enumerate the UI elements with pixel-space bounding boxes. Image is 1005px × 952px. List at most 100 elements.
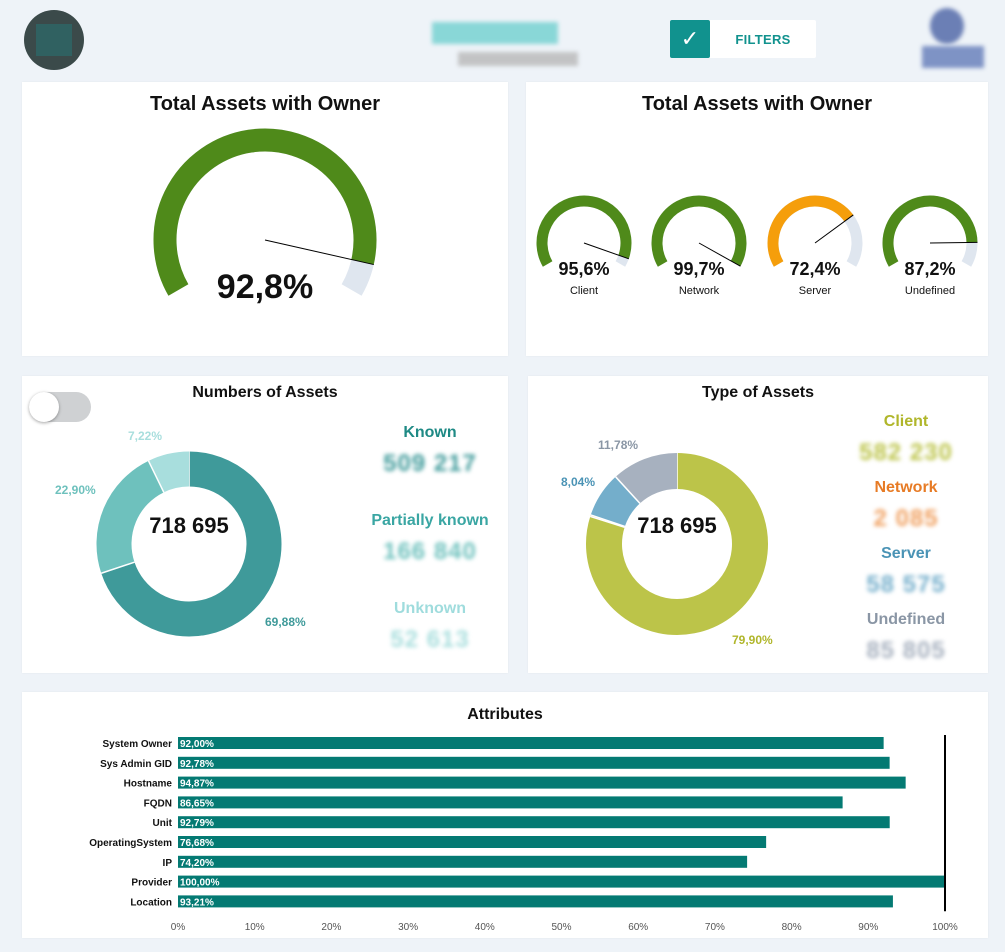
attr-value-fqdn: 86,65%: [180, 798, 214, 809]
type-donut-slice-separator: [615, 476, 641, 504]
attr-label-provider: Provider: [131, 878, 172, 889]
attr-value-sys-admin-gid: 92,78%: [180, 759, 214, 770]
gauge-undefined-needle: [929, 241, 978, 244]
type-pct-undefined: 11,78%: [598, 438, 638, 452]
attr-x-tick: 50%: [551, 922, 571, 933]
attr-label-ip: IP: [163, 858, 173, 869]
type-donut-slice-separator: [590, 515, 625, 529]
gauge-server-fill: [767, 195, 854, 267]
attr-bar-operatingsystem[interactable]: [178, 836, 767, 848]
numbers-donut-slice-separator: [147, 460, 165, 493]
attr-bar-ip[interactable]: [178, 855, 748, 868]
toggle-knob[interactable]: [29, 392, 59, 422]
segment-gauges: [536, 195, 978, 267]
attr-label-hostname: Hostname: [124, 779, 173, 790]
type-legend-server-value: 58 575: [866, 571, 946, 598]
attr-bar-fqdn[interactable]: [178, 796, 843, 809]
numbers-pct-unknown: 7,22%: [128, 429, 162, 443]
segment-gauges-title: Total Assets with Owner: [641, 93, 873, 115]
attr-x-tick: 100%: [932, 922, 958, 933]
attr-label-fqdn: FQDN: [144, 798, 172, 809]
numbers-of-assets-panel: Numbers of Assets 69,88% 22,90% 7,22% 718 …: [22, 376, 508, 673]
main-gauge-fill: [153, 128, 377, 296]
attr-x-tick: 20%: [321, 922, 341, 933]
gauge-undefined-label: Undefined: [904, 285, 956, 297]
filters-button[interactable]: ✓ FILTERS: [670, 20, 816, 58]
attr-value-hostname: 94,87%: [180, 779, 214, 790]
attr-x-tick: 30%: [398, 922, 418, 933]
type-donut-slice-client[interactable]: [586, 453, 768, 635]
view-toggle[interactable]: [29, 392, 91, 422]
attr-value-operatingsystem: 76,68%: [180, 838, 214, 849]
main-gauge-title: Total Assets with Owner: [149, 93, 381, 115]
numbers-donut-slice-unknown[interactable]: [148, 451, 190, 493]
gauge-undefined-value: 87,2%: [904, 259, 956, 279]
numbers-donut-slice-known[interactable]: [101, 451, 282, 637]
attr-bar-hostname[interactable]: [178, 776, 906, 789]
type-of-assets-panel: Type of Assets 79,90% 8,04% 11,78% 718 695…: [528, 376, 988, 673]
type-pct-server: 8,04%: [561, 475, 595, 489]
numbers-legend-known-value: 509 217: [383, 450, 477, 477]
numbers-pct-partially-known: 22,90%: [55, 483, 96, 497]
type-legend-undefined-value: 85 805: [866, 637, 946, 664]
checkmark-icon: ✓: [670, 20, 710, 58]
type-legend-undefined: Undefined: [866, 611, 946, 628]
attributes-bar-chart: System Owner 92,00% Sys Admin GID 92,78% Hos…: [89, 735, 958, 933]
attr-value-unit: 92,79%: [180, 818, 214, 829]
numbers-legend-partially-known: Partially known: [371, 512, 489, 529]
gauge-client-label: Client: [569, 285, 599, 297]
filters-label: FILTERS: [735, 31, 791, 47]
numbers-legend-unknown-value: 52 613: [390, 626, 470, 653]
attr-x-tick: 70%: [705, 922, 725, 933]
company-logo: [24, 10, 84, 70]
type-legend-network: Network: [874, 479, 938, 496]
attr-bar-system-owner[interactable]: [178, 737, 884, 749]
attr-label-sys-admin-gid: Sys Admin GID: [100, 759, 172, 770]
attributes-panel: Attributes System Owner 92,00% Sys Admin G…: [22, 692, 988, 938]
attr-bar-sys-admin-gid[interactable]: [178, 756, 890, 769]
attributes-title: Attributes: [467, 706, 543, 723]
attr-x-tick: 60%: [628, 922, 648, 933]
main-gauge-value: 92,8%: [216, 268, 314, 306]
attr-value-ip: 74,20%: [180, 858, 214, 869]
attr-x-tick: 10%: [245, 922, 265, 933]
partner-logo: [920, 8, 986, 70]
attr-x-tick: 0%: [171, 922, 186, 933]
dashboard-subtitle-redacted: [458, 52, 578, 66]
attr-x-tick: 40%: [475, 922, 495, 933]
type-donut-slice-separator: [590, 514, 626, 528]
attr-label-system-owner: System Owner: [103, 739, 173, 750]
gauge-client-needle: [583, 242, 629, 260]
type-legend-client-value: 582 230: [859, 439, 953, 466]
attr-value-provider: 100,00%: [180, 878, 220, 889]
attr-bar-unit[interactable]: [178, 816, 890, 829]
dashboard-title-redacted: [432, 22, 558, 44]
numbers-of-assets-title: Numbers of Assets: [192, 384, 338, 401]
attr-value-location: 93,21%: [180, 897, 214, 908]
gauge-network-label: Network: [678, 285, 720, 297]
attr-bar-location[interactable]: [178, 895, 893, 908]
gauge-client-value: 95,6%: [558, 259, 610, 279]
gauge-client-fill: [536, 195, 632, 267]
attr-label-unit: Unit: [153, 818, 173, 829]
main-gauge-panel: Total Assets with Owner 92,8%: [22, 82, 508, 356]
type-donut-slice-server[interactable]: [590, 476, 641, 528]
numbers-pct-known: 69,88%: [265, 615, 306, 629]
segment-gauges-panel: Total Assets with Owner 95,6% Client 99,7%…: [526, 82, 988, 356]
type-of-assets-total: 718 695: [637, 513, 717, 538]
gauge-network-needle: [698, 242, 741, 267]
numbers-donut-slice-partially-known[interactable]: [96, 460, 165, 574]
gauge-server-needle: [814, 214, 854, 244]
attr-value-system-owner: 92,00%: [180, 739, 214, 750]
type-donut-slice-undefined[interactable]: [615, 453, 678, 504]
attr-bar-provider[interactable]: [178, 875, 945, 888]
type-pct-client: 79,90%: [732, 633, 773, 647]
type-legend-server: Server: [881, 545, 931, 562]
gauge-server-label: Server: [798, 285, 832, 297]
type-of-assets-title: Type of Assets: [701, 384, 815, 401]
gauge-network-value: 99,7%: [673, 259, 725, 279]
main-gauge-needle: [264, 239, 374, 266]
type-legend-network-value: 2 085: [873, 505, 939, 532]
gauge-network-fill: [651, 195, 747, 267]
type-of-assets-donut: 79,90% 8,04% 11,78%: [561, 438, 773, 647]
